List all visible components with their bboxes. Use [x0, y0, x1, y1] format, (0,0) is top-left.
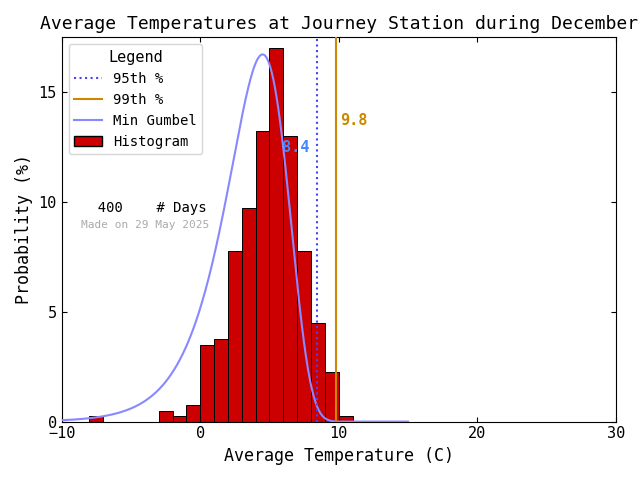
Bar [255, 131, 269, 421]
Bar [339, 416, 353, 421]
Bar [325, 372, 339, 421]
Text: Made on 29 May 2025: Made on 29 May 2025 [81, 219, 209, 229]
Text: 400    # Days: 400 # Days [81, 201, 207, 215]
Text: 8.4: 8.4 [282, 140, 309, 155]
Bar [297, 252, 311, 421]
Y-axis label: Probability (%): Probability (%) [15, 155, 33, 304]
Bar [269, 48, 284, 421]
Bar [200, 345, 214, 421]
Bar [228, 252, 242, 421]
Bar [311, 323, 325, 421]
Bar [242, 207, 255, 421]
Bar [186, 405, 200, 421]
X-axis label: Average Temperature (C): Average Temperature (C) [224, 447, 454, 465]
Bar [159, 410, 173, 421]
Bar [284, 136, 297, 421]
Bar [214, 339, 228, 421]
Title: Average Temperatures at Journey Station during December: Average Temperatures at Journey Station … [40, 15, 638, 33]
Bar [90, 416, 103, 421]
Bar [173, 416, 186, 421]
Text: 9.8: 9.8 [340, 113, 367, 128]
Legend: 95th %, 99th %, Min Gumbel, Histogram: 95th %, 99th %, Min Gumbel, Histogram [68, 44, 202, 154]
